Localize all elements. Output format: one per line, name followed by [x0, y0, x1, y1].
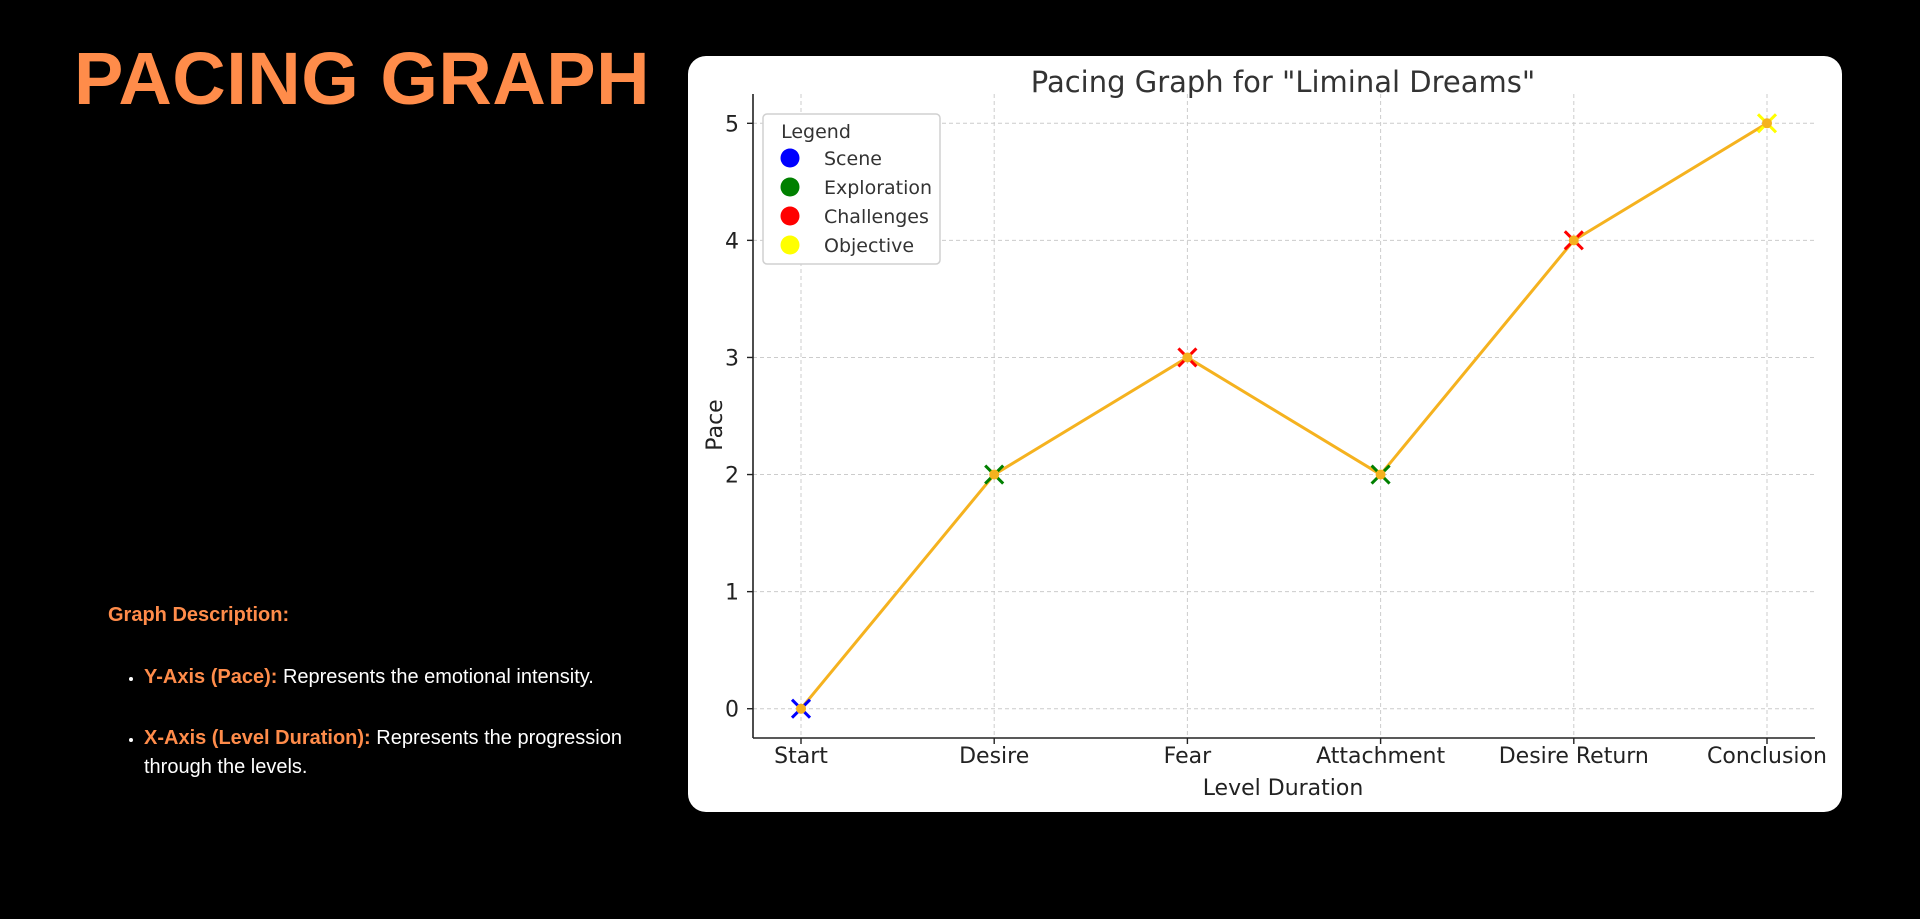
point-marker-dot — [796, 703, 806, 714]
legend-entry-label: Objective — [824, 235, 914, 257]
series-line — [799, 121, 1768, 710]
point-marker-dot — [1182, 352, 1193, 363]
point-marker-dot — [1568, 235, 1579, 246]
data-points — [790, 113, 1778, 719]
x-tick-label: Start — [774, 744, 828, 769]
graph-description: Graph Description: Y-Axis (Pace): Repres… — [108, 604, 668, 814]
description-list: Y-Axis (Pace): Represents the emotional … — [108, 663, 668, 782]
point-marker-dot — [1375, 469, 1386, 480]
legend-title: Legend — [781, 121, 851, 143]
legend-swatch — [780, 235, 800, 255]
legend-swatch — [780, 206, 800, 226]
page-title: PACING GRAPH — [74, 37, 651, 120]
description-item-y-axis: Y-Axis (Pace): Represents the emotional … — [144, 663, 668, 692]
x-tick-label: Desire Return — [1499, 744, 1649, 769]
legend-entry-label: Challenges — [824, 206, 929, 228]
y-tick-label: 4 — [725, 229, 739, 254]
legend-swatch — [780, 148, 800, 168]
y-tick-label: 5 — [725, 112, 739, 137]
legend-box — [762, 113, 941, 265]
data-point — [1563, 230, 1584, 251]
chart-panel: Pacing Graph for "Liminal Dreams" 0 1 2 3 4 5… — [688, 56, 1842, 812]
description-term: X-Axis (Level Duration): — [144, 727, 371, 749]
data-point — [984, 464, 1005, 485]
data-point — [1756, 113, 1778, 134]
legend: Legend Scene Exploration Challenges Objectiv… — [762, 113, 941, 265]
y-axis-label: Pace — [703, 399, 728, 450]
point-marker-dot — [989, 469, 1000, 480]
y-tick-label: 2 — [725, 464, 739, 489]
legend-swatch — [780, 177, 800, 197]
y-tick-label: 0 — [725, 698, 739, 723]
data-point — [1177, 347, 1198, 368]
description-text: Represents the progression through the l… — [144, 727, 622, 778]
legend-entry-label: Exploration — [824, 177, 932, 199]
pacing-chart: Pacing Graph for "Liminal Dreams" 0 1 2 3 4 5… — [703, 65, 1827, 801]
chart-title: Pacing Graph for "Liminal Dreams" — [1031, 65, 1535, 99]
description-item-x-axis: X-Axis (Level Duration): Represents the … — [144, 724, 668, 782]
y-tick-label: 3 — [725, 346, 739, 371]
data-point — [1370, 464, 1391, 485]
series-pace — [799, 121, 1768, 710]
point-marker-dot — [1762, 118, 1772, 129]
x-tick-label: Desire — [959, 744, 1029, 769]
y-tick-label: 1 — [725, 581, 739, 606]
description-text: Represents the emotional intensity. — [277, 666, 594, 688]
x-tick-label: Fear — [1164, 744, 1212, 769]
data-point — [790, 698, 812, 719]
x-tick-label: Conclusion — [1707, 744, 1827, 769]
x-axis-label: Level Duration — [1203, 776, 1364, 801]
x-tick-label: Attachment — [1316, 744, 1445, 769]
legend-entry-label: Scene — [824, 148, 882, 170]
description-term: Y-Axis (Pace): — [144, 666, 278, 688]
axes: 0 1 2 3 4 5 Start Desire Fear Attachment Desire Re… — [725, 94, 1827, 769]
description-heading: Graph Description: — [108, 604, 290, 626]
